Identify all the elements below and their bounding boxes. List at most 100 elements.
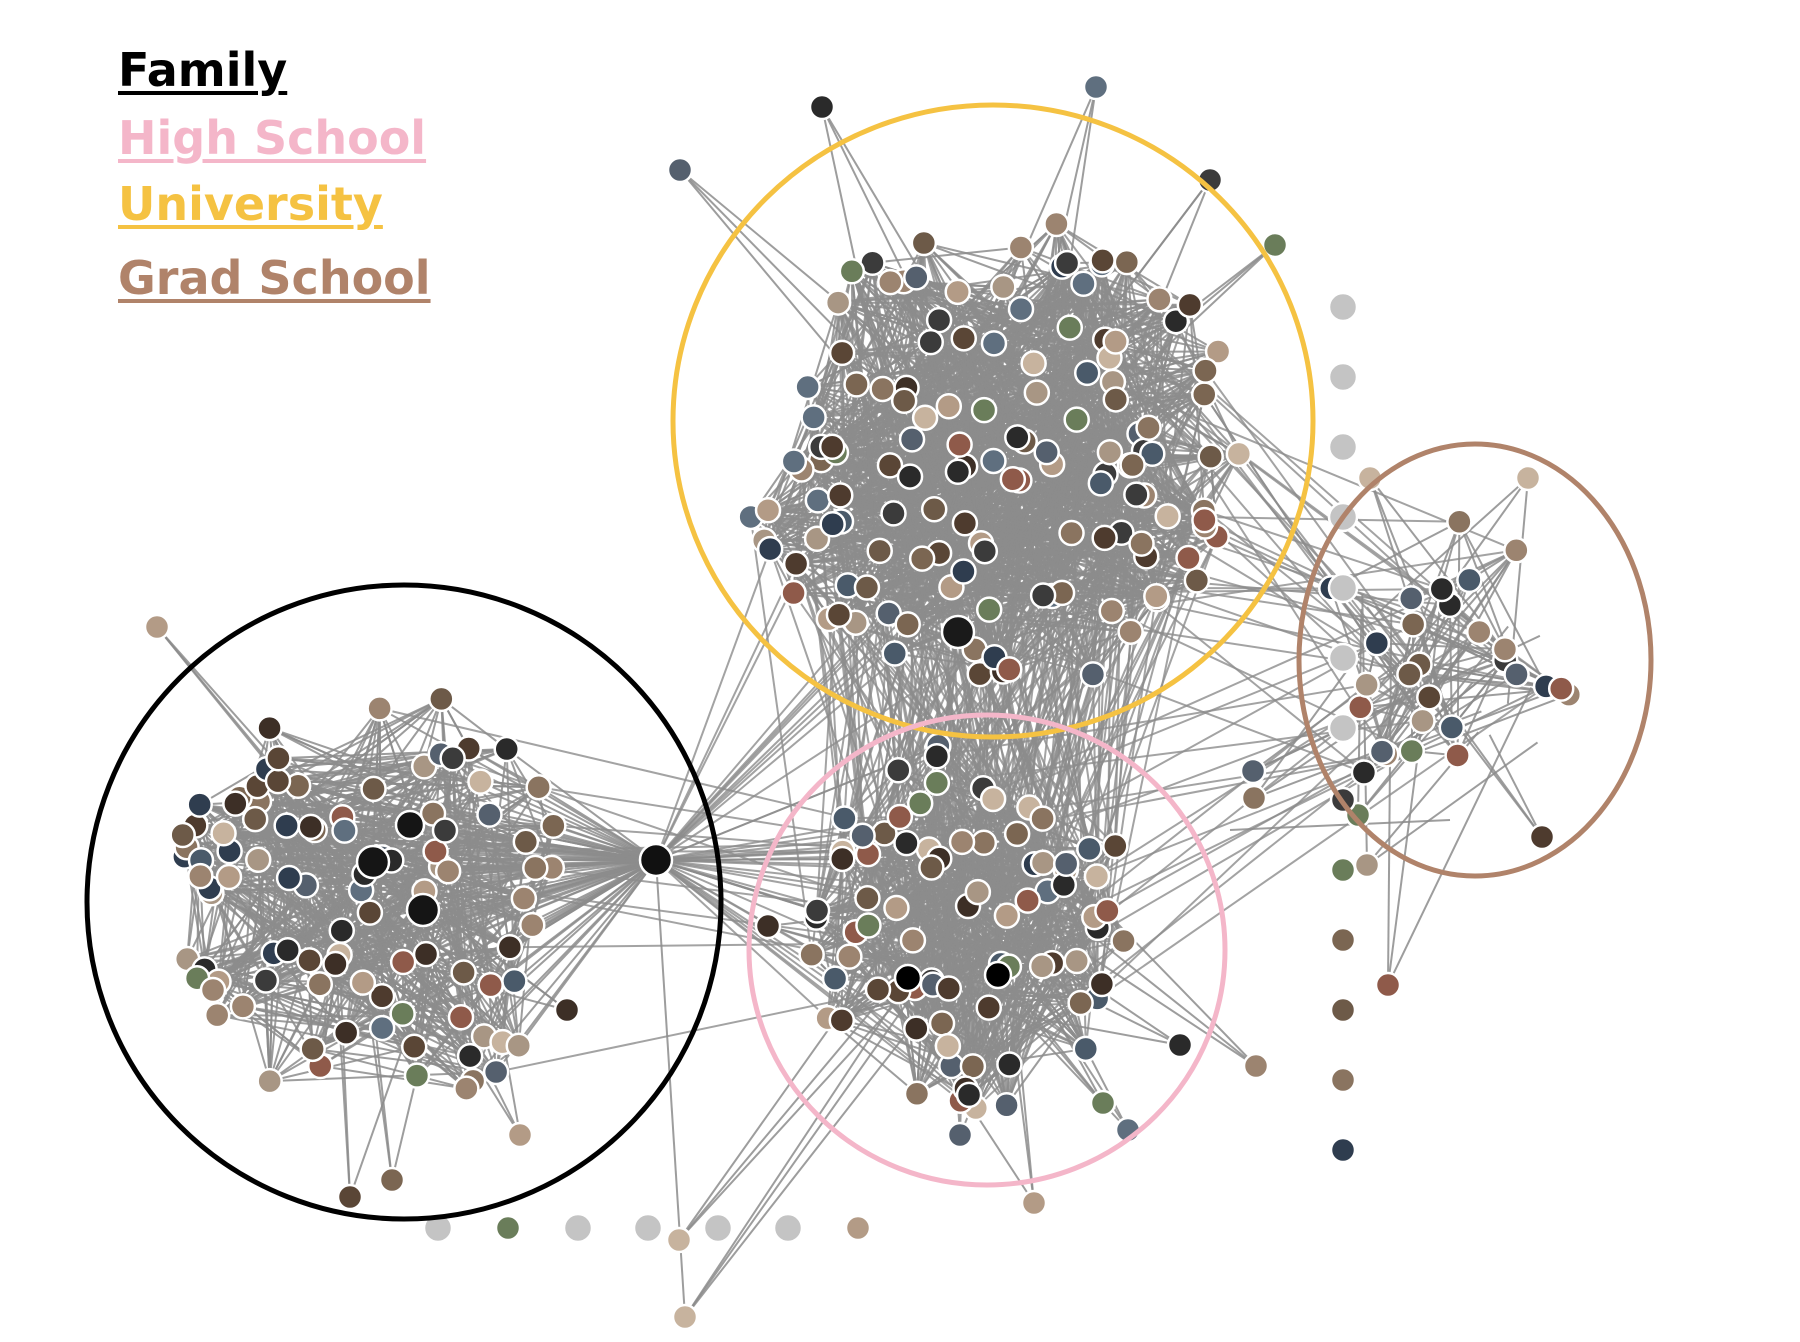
profile-node	[666, 156, 694, 184]
profile-node	[366, 695, 393, 722]
profile-node	[1416, 684, 1443, 711]
network-edge	[1253, 689, 1414, 799]
network-edge	[517, 859, 657, 1047]
profile-node	[1070, 270, 1097, 298]
profile-node	[794, 373, 821, 401]
legend-item-university: University	[118, 177, 383, 231]
network-edge	[402, 1012, 471, 1057]
profile-node	[336, 1183, 364, 1211]
profile-node	[1096, 438, 1124, 466]
network-edge	[1376, 642, 1505, 651]
network-edge	[1387, 608, 1393, 986]
profile-node	[979, 785, 1007, 813]
profile-node	[256, 1067, 283, 1095]
network-edge	[1369, 477, 1437, 646]
profile-node	[1397, 585, 1425, 612]
network-edge	[856, 262, 1068, 386]
isolated-node	[1327, 431, 1359, 463]
profile-node	[1374, 971, 1402, 999]
profile-node	[864, 976, 892, 1003]
profile-node	[1166, 1031, 1194, 1059]
network-edge	[531, 859, 657, 927]
family-group-circle	[84, 582, 724, 1222]
profile-node	[950, 325, 978, 352]
profile-node	[467, 768, 494, 795]
network-edge	[1071, 179, 1211, 523]
network-edge	[890, 990, 1181, 1046]
network-edge	[655, 436, 1019, 861]
profile-node	[1175, 544, 1202, 572]
profile-node	[252, 967, 280, 994]
network-edge	[850, 270, 1091, 850]
profile-node	[896, 463, 924, 490]
profile-node	[1399, 611, 1427, 638]
isolated-node	[1327, 712, 1359, 744]
profile-node	[1240, 784, 1268, 812]
legend-item-high-school: High School	[118, 111, 427, 165]
profile-node	[1102, 328, 1129, 355]
network-edge	[538, 786, 657, 861]
network-edge	[1086, 372, 1098, 877]
network-edge	[1380, 624, 1415, 752]
profile-node	[389, 948, 417, 976]
network-edge	[655, 859, 829, 1019]
network-edge	[655, 850, 843, 861]
profile-node	[1204, 338, 1232, 365]
profile-node	[955, 1081, 983, 1109]
profile-node	[1191, 381, 1218, 408]
network-edge	[1252, 646, 1421, 772]
profile-node	[944, 458, 972, 486]
profile-node	[229, 993, 257, 1020]
network-edge	[959, 419, 1078, 1101]
network-edge	[452, 757, 1053, 965]
network-edge	[402, 859, 657, 963]
profile-node	[1110, 927, 1137, 955]
profile-node	[819, 511, 846, 538]
profile-node	[203, 1001, 231, 1029]
network-edge	[1488, 734, 1543, 838]
profile-node	[368, 1014, 396, 1042]
network-edge	[847, 584, 1569, 696]
network-edge	[228, 876, 316, 947]
profile-node	[1020, 350, 1047, 377]
profile-node	[1197, 443, 1224, 470]
high-school-group-circle	[746, 712, 1228, 1188]
profile-node	[1261, 231, 1289, 259]
profile-node	[505, 1032, 533, 1059]
profile-node	[1409, 707, 1436, 735]
profile-node	[431, 817, 459, 844]
profile-node	[273, 812, 300, 839]
network-edge	[655, 542, 982, 861]
isolated-profile-node	[1329, 996, 1357, 1024]
network-edge	[553, 824, 657, 861]
profile-node	[1073, 359, 1101, 387]
profile-node	[1053, 249, 1081, 277]
profile-node	[1003, 820, 1031, 848]
network-edge	[1093, 753, 1387, 918]
legend-item-grad-school: Grad School	[118, 251, 431, 305]
profile-node	[187, 862, 214, 890]
profile-node	[496, 934, 524, 961]
profile-node	[264, 767, 292, 795]
profile-node	[1456, 566, 1483, 594]
profile-node	[970, 396, 998, 424]
profile-node	[1079, 661, 1107, 688]
network-edge	[678, 888, 974, 1241]
profile-node	[885, 757, 912, 784]
profile-node	[1117, 618, 1144, 645]
profile-node	[241, 805, 269, 833]
profile-node	[506, 1121, 534, 1149]
profile-node	[993, 902, 1021, 929]
profile-node	[403, 1062, 431, 1089]
profile-node	[782, 550, 810, 578]
profile-node	[1146, 286, 1173, 313]
profile-node	[1088, 970, 1116, 998]
profile-node	[1052, 850, 1080, 877]
profile-node	[935, 393, 963, 420]
profile-node	[800, 404, 827, 431]
profile-node	[368, 982, 396, 1010]
profile-node	[1083, 863, 1111, 890]
legend-item-family: Family	[118, 43, 288, 97]
network-edge	[655, 859, 962, 1102]
network-edge	[997, 895, 1257, 1067]
